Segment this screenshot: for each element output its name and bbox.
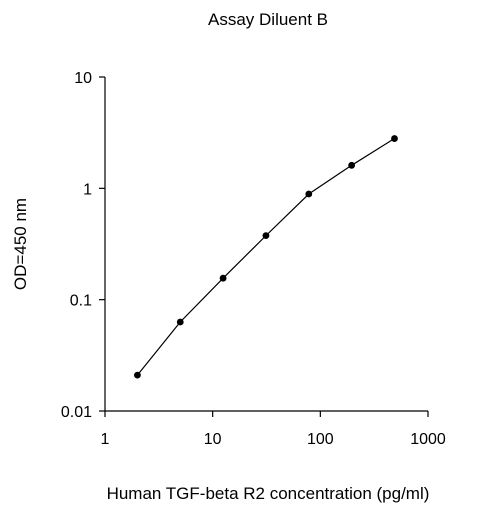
- ticks: [99, 76, 429, 417]
- data-point: [391, 135, 398, 142]
- y-tick-label: 0.1: [70, 293, 92, 310]
- data-point: [348, 161, 356, 169]
- y-tick-label: 10: [74, 70, 92, 87]
- data-point: [176, 318, 184, 326]
- y-axis-label: OD=450 nm: [11, 198, 30, 290]
- y-tick-label: 0.01: [61, 404, 92, 421]
- x-axis-label: Human TGF-beta R2 concentration (pg/ml): [107, 484, 430, 503]
- x-tick-label: 100: [307, 431, 334, 448]
- x-tick-label: 10: [204, 431, 222, 448]
- x-tick-label: 1000: [410, 431, 446, 448]
- data-point: [134, 371, 141, 379]
- tick-labels: 1 10 100 1000 0.01 0.1 1 10: [61, 70, 446, 448]
- data-points: [134, 135, 398, 379]
- data-point: [219, 274, 227, 282]
- data-point: [305, 190, 313, 198]
- series-line: [136, 138, 395, 376]
- y-tick-label: 1: [83, 181, 92, 198]
- data-point: [262, 232, 270, 240]
- plot-frame: [104, 77, 428, 412]
- x-tick-label: 1: [101, 431, 110, 448]
- chart-title: Assay Diluent B: [208, 10, 328, 29]
